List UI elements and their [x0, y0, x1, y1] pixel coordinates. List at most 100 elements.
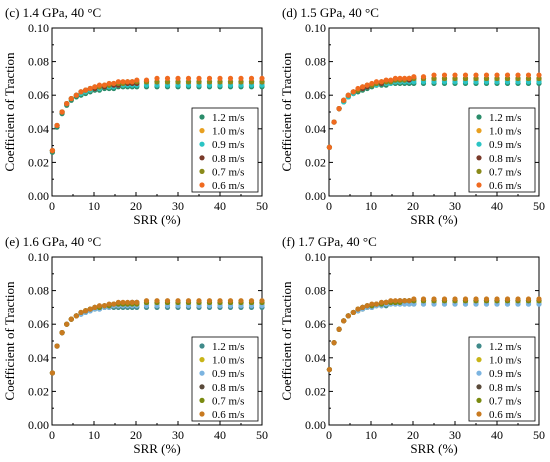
y-tick-label: 0.08 [28, 55, 49, 69]
data-point [248, 75, 255, 81]
legend-box [191, 107, 259, 193]
data-point [355, 85, 361, 92]
data-point [78, 89, 84, 95]
legend-label: 0.8 m/s [212, 153, 244, 165]
data-point [420, 74, 427, 80]
data-point [64, 101, 70, 107]
data-point [326, 366, 333, 373]
data-point [364, 303, 370, 309]
y-axis-label: Coefficient of Traction [2, 281, 17, 400]
data-point [350, 309, 356, 316]
data-point [525, 296, 532, 302]
data-point [336, 326, 342, 332]
data-point [227, 298, 234, 304]
x-tick-label: 30 [172, 199, 184, 213]
legend: 1.2 m/s 1.0 m/s0.9 m/s 0.8 m/s0.7 m/s 0.6 m… [468, 107, 536, 193]
data-point [185, 75, 192, 81]
panel-title: (f) 1.7 GPa, 40 °C [282, 234, 377, 249]
data-point [68, 95, 74, 102]
legend-label: 0.8 m/s [489, 382, 521, 394]
data-point [462, 296, 469, 302]
legend-marker [476, 155, 482, 161]
data-point [388, 77, 394, 83]
legend-label: 1.0 m/s [489, 126, 521, 138]
legend-marker [476, 384, 482, 390]
x-tick-label: 40 [214, 199, 226, 213]
legend-marker [476, 397, 482, 403]
x-tick-label: 10 [88, 428, 100, 442]
data-point [248, 298, 255, 304]
legend-marker [199, 384, 205, 390]
data-point [515, 72, 521, 78]
data-point [185, 298, 192, 304]
panel-title: (d) 1.5 GPa, 40 °C [282, 5, 379, 20]
data-point [64, 321, 70, 327]
y-tick-label: 0.10 [305, 21, 326, 35]
data-point [392, 298, 398, 304]
data-point [515, 296, 521, 302]
data-point [129, 79, 135, 85]
data-point [68, 316, 74, 322]
x-tick-label: 20 [407, 199, 419, 213]
data-point [369, 301, 375, 307]
y-tick-label: 0.06 [305, 317, 326, 331]
data-point [406, 75, 412, 81]
y-tick-label: 0.00 [28, 418, 49, 432]
data-point [331, 119, 337, 125]
legend-marker [199, 397, 205, 403]
y-tick-label: 0.08 [28, 284, 49, 298]
data-point [406, 298, 412, 304]
y-tick-label: 0.02 [28, 155, 49, 169]
legend-label: 0.9 m/s [212, 368, 244, 380]
legend-marker [476, 168, 482, 174]
data-point [87, 85, 93, 92]
data-point [452, 72, 458, 78]
data-point [452, 296, 458, 302]
data-point [355, 306, 361, 312]
x-tick-label: 50 [533, 199, 545, 213]
data-point [227, 75, 234, 81]
data-point [378, 299, 385, 305]
x-tick-label: 20 [407, 428, 419, 442]
data-point [331, 340, 337, 346]
panel-d: (d) 1.5 GPa, 40 °C 0.00 0.02 0.04 0.06 0.08 0.… [279, 5, 545, 227]
data-point [59, 330, 65, 336]
data-point [106, 80, 112, 87]
legend-marker [199, 370, 205, 376]
data-point [378, 79, 385, 85]
data-point [431, 296, 437, 302]
y-tick-label: 0.02 [305, 155, 326, 169]
y-tick-label: 0.06 [28, 317, 49, 331]
data-point [238, 75, 244, 81]
data-point [494, 296, 500, 302]
y-axis-label: Coefficient of Traction [279, 281, 294, 400]
legend-box [468, 336, 536, 422]
legend-label: 0.9 m/s [212, 139, 244, 151]
data-point [431, 72, 437, 78]
data-point [402, 75, 408, 81]
legend-marker [476, 411, 482, 417]
legend-marker [476, 128, 482, 134]
panel-e: (e) 1.6 GPa, 40 °C 0.00 0.02 0.04 0.06 0.08 0.… [2, 234, 268, 456]
legend-label: 0.6 m/s [489, 409, 521, 421]
data-point [101, 82, 108, 88]
x-axis-label: SRR (%) [410, 441, 457, 456]
legend-marker [476, 357, 482, 363]
data-point [125, 79, 131, 85]
panel-title: (e) 1.6 GPa, 40 °C [5, 234, 101, 249]
data-point [154, 298, 160, 304]
data-point [373, 301, 380, 307]
legend-label: 0.6 m/s [489, 180, 521, 192]
data-point [462, 72, 469, 78]
x-tick-label: 10 [365, 428, 377, 442]
data-point [164, 75, 171, 81]
legend-marker [476, 141, 482, 147]
legend-label: 0.9 m/s [489, 139, 521, 151]
data-point [259, 75, 265, 81]
data-point [388, 298, 394, 304]
panel-c: (c) 1.4 GPa, 40 °C 0.00 0.02 0.04 0.06 0.08 0.… [2, 5, 268, 227]
legend-label: 1.2 m/s [489, 112, 521, 124]
legend-marker [199, 357, 205, 363]
legend-label: 0.8 m/s [212, 382, 244, 394]
